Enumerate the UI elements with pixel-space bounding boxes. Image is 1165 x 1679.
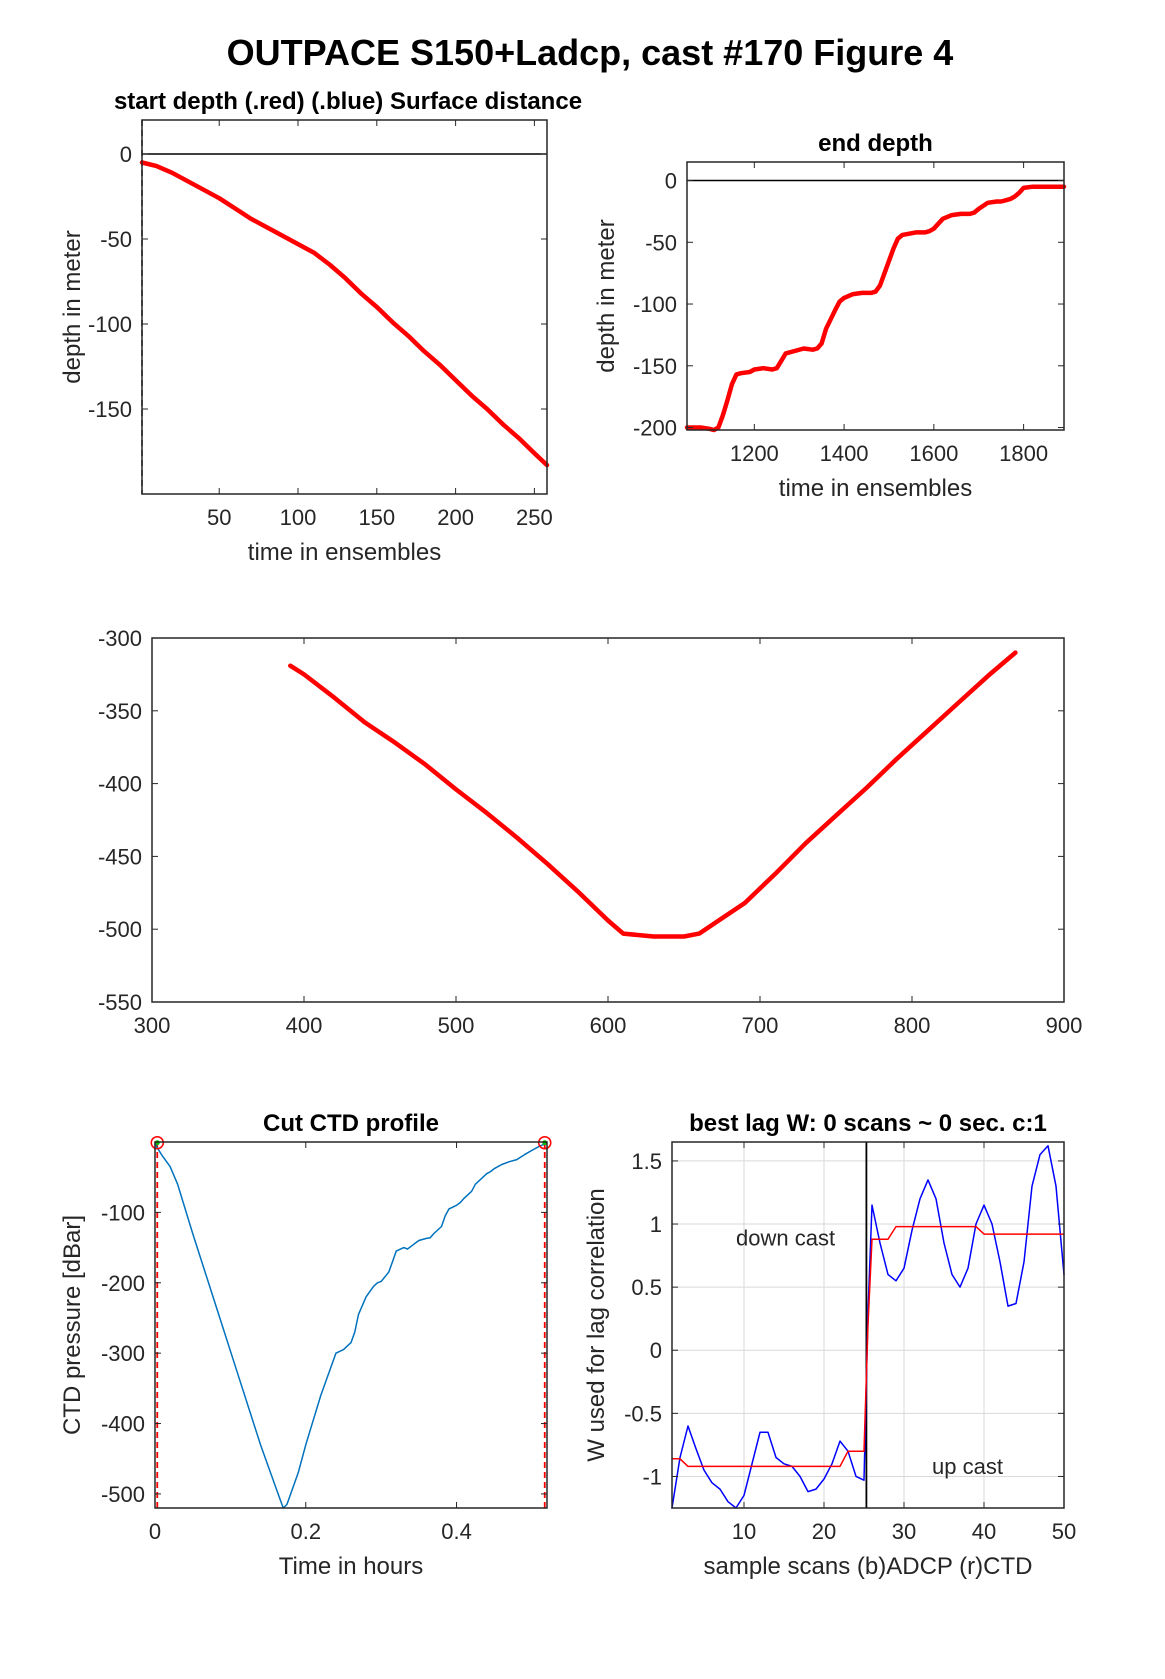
- x-tick-label: 0.2: [290, 1519, 321, 1544]
- x-tick-label: 0: [149, 1519, 161, 1544]
- chart-title: start depth (.red) (.blue) Surface dista…: [114, 88, 582, 115]
- x-tick-label: 400: [286, 1013, 323, 1038]
- y-tick-label: -150: [88, 397, 132, 422]
- x-tick-label: 0.4: [441, 1519, 472, 1544]
- x-tick-label: 10: [732, 1519, 756, 1544]
- y-tick-label: -450: [98, 844, 142, 869]
- series-line-0: [684, 184, 1067, 433]
- y-tick-label: -200: [101, 1271, 145, 1296]
- plot-frame: [686, 161, 1065, 431]
- x-tick-label: 300: [134, 1013, 171, 1038]
- y-tick-label: 0: [665, 169, 677, 194]
- y-tick-label: -50: [100, 227, 132, 252]
- x-tick-label: 1800: [999, 441, 1048, 466]
- y-tick-label: -0.5: [624, 1401, 662, 1426]
- y-axis-label: depth in meter: [593, 219, 620, 372]
- x-tick-label: 600: [590, 1013, 627, 1038]
- y-tick-label: -550: [98, 990, 142, 1015]
- y-tick-label: -150: [633, 354, 677, 379]
- y-tick-label: -50: [645, 230, 677, 255]
- series-line-0: [288, 650, 1018, 939]
- y-tick-label: -200: [633, 416, 677, 441]
- y-tick-label: 1: [650, 1212, 662, 1237]
- y-tick-label: 0: [650, 1338, 662, 1363]
- y-tick-label: 0: [120, 142, 132, 167]
- y-tick-label: 1.5: [631, 1149, 662, 1174]
- y-axis-label: CTD pressure [dBar]: [59, 1215, 86, 1435]
- plot-frame: [154, 1141, 548, 1509]
- y-tick-label: -100: [633, 292, 677, 317]
- y-tick-label: -100: [101, 1200, 145, 1225]
- figure-title: OUTPACE S150+Ladcp, cast #170 Figure 4: [227, 32, 954, 73]
- x-tick-label: 100: [280, 505, 317, 530]
- x-tick-label: 20: [812, 1519, 836, 1544]
- y-tick-label: -400: [98, 772, 142, 797]
- y-axis-label: W used for lag correlation: [583, 1188, 610, 1461]
- series-line-0: [154, 1143, 546, 1509]
- x-axis-label: time in ensembles: [779, 475, 972, 502]
- plot-frame: [141, 119, 548, 495]
- plot-area: [687, 162, 1064, 430]
- plot-area: [155, 1142, 547, 1508]
- chart-end-depth: 1200 1400 1600 1800 0 -50 -100 -150 -200 end dept…: [593, 130, 1067, 502]
- chart-start-depth: 50 100 150 200 250 0 -50 -100 -150 start depth (.…: [59, 88, 582, 566]
- plot-area: [142, 120, 547, 494]
- chart-cut-ctd-profile: 0 0.2 0.4 -100 -200 -300 -400 -500 Cut CTD profi…: [59, 1110, 552, 1580]
- annotation-label: up cast: [932, 1454, 1003, 1479]
- x-tick-label: 700: [742, 1013, 779, 1038]
- x-tick-label: 30: [892, 1519, 916, 1544]
- x-tick-label: 1600: [909, 441, 958, 466]
- plot-frame: [671, 1141, 1065, 1509]
- x-tick-label: 250: [516, 505, 553, 530]
- y-tick-label: -500: [101, 1482, 145, 1507]
- y-tick-label: -400: [101, 1412, 145, 1437]
- y-tick-label: 0.5: [631, 1275, 662, 1300]
- x-axis-label: Time in hours: [279, 1553, 424, 1580]
- y-tick-label: -500: [98, 917, 142, 942]
- chart-best-lag: 10 20 30 40 50 1.5 1 0.5 0 -0.5 -1 best lag W: 0 sc…: [583, 1110, 1076, 1580]
- chart-depth-profile: 300 400 500 600 700 800 900 -300 -350 -400 -450 -50…: [98, 626, 1082, 1038]
- y-tick-label: -300: [98, 626, 142, 651]
- chart-title: best lag W: 0 scans ~ 0 sec. c:1: [689, 1110, 1047, 1137]
- x-tick-label: 50: [207, 505, 231, 530]
- chart-title: end depth: [818, 130, 933, 157]
- chart-title: Cut CTD profile: [263, 1110, 439, 1137]
- x-tick-label: 800: [894, 1013, 931, 1038]
- x-tick-label: 200: [437, 505, 474, 530]
- x-axis-label: sample scans (b)ADCP (r)CTD: [704, 1553, 1033, 1580]
- x-tick-label: 40: [972, 1519, 996, 1544]
- y-tick-label: -300: [101, 1341, 145, 1366]
- x-tick-label: 1400: [820, 441, 869, 466]
- annotation-label: down cast: [736, 1225, 835, 1250]
- x-tick-label: 500: [438, 1013, 475, 1038]
- x-tick-label: 150: [358, 505, 395, 530]
- y-tick-label: -350: [98, 699, 142, 724]
- x-tick-label: 50: [1052, 1519, 1076, 1544]
- y-axis-label: depth in meter: [59, 230, 86, 383]
- x-axis-label: time in ensembles: [248, 539, 441, 566]
- plot-area: [152, 638, 1064, 1002]
- y-tick-label: -100: [88, 312, 132, 337]
- y-tick-label: -1: [642, 1464, 662, 1489]
- x-tick-label: 900: [1046, 1013, 1083, 1038]
- series-line-rctd: [671, 1225, 1065, 1468]
- x-tick-label: 1200: [730, 441, 779, 466]
- series-line-0: [139, 160, 550, 468]
